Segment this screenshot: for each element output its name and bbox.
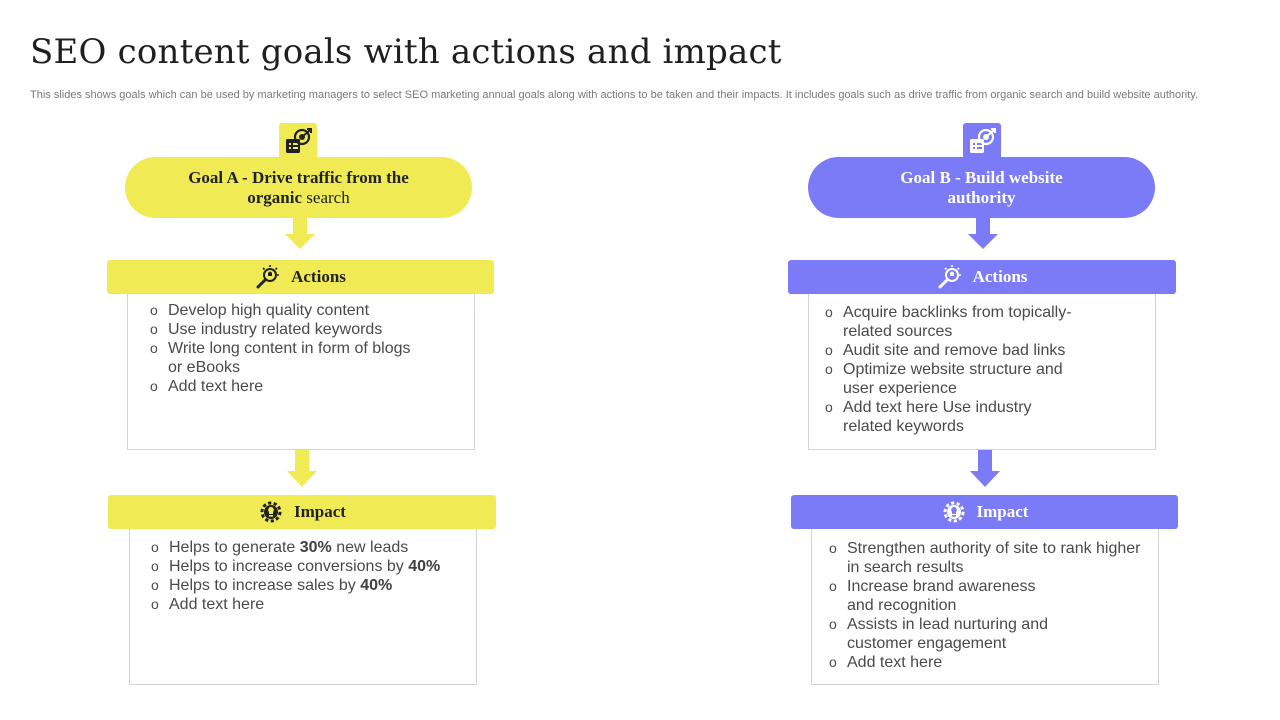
goal-b-down-arrow-1 (968, 218, 998, 249)
list-item: Add text here (829, 653, 1141, 672)
goal-a-pill: Goal A - Drive traffic from the organic … (125, 157, 472, 218)
goal-b-actions-box: Acquire backlinks from topically-related… (808, 294, 1156, 450)
goal-a-icon-badge (278, 122, 318, 162)
goal-b-actions-label: Actions (972, 267, 1028, 286)
list-item: Use industry related keywords (150, 320, 411, 339)
target-chart-icon (286, 128, 312, 153)
goal-b-pill: Goal B - Build website authority (808, 157, 1155, 218)
goal-a-impact-list: Helps to generate 30% new leads Helps to… (151, 538, 440, 614)
goal-a-actions-label: Actions (291, 267, 346, 286)
page-subtitle: This slides shows goals which can be use… (30, 89, 1199, 101)
list-item: Helps to generate 30% new leads (151, 538, 440, 557)
list-item: Develop high quality content (150, 301, 411, 320)
list-item: Strengthen authority of site to rank hig… (829, 539, 1141, 577)
idea-magnifier-icon (255, 264, 281, 290)
goal-b-impact-list: Strengthen authority of site to rank hig… (829, 539, 1141, 672)
goal-b-impact-bar: Impact (791, 495, 1178, 529)
list-item: Acquire backlinks from topically-related… (825, 303, 1072, 341)
goal-b-impact-box: Strengthen authority of site to rank hig… (811, 529, 1159, 685)
gear-bulb-icon (941, 499, 967, 525)
goal-b-down-arrow-2 (970, 450, 1000, 487)
list-item: Audit site and remove bad links (825, 341, 1072, 360)
idea-magnifier-icon (937, 264, 963, 290)
target-chart-icon (970, 128, 996, 153)
goal-a-impact-label: Impact (294, 502, 346, 521)
gear-bulb-icon (258, 499, 284, 525)
goal-a-down-arrow-2 (287, 450, 317, 487)
goal-a-impact-box: Helps to generate 30% new leads Helps to… (129, 529, 477, 685)
goal-a-title: Goal A - Drive traffic from the organic … (188, 167, 409, 207)
goal-a-down-arrow-1 (285, 218, 315, 249)
goal-a-actions-list: Develop high quality content Use industr… (150, 301, 411, 396)
list-item: Add text here (150, 377, 411, 396)
page-title: SEO content goals with actions and impac… (30, 32, 782, 72)
list-item: Helps to increase sales by 40% (151, 576, 440, 595)
goal-a-actions-bar: Actions (107, 260, 494, 294)
goal-b-icon-badge (962, 122, 1002, 162)
goal-b-impact-label: Impact (976, 502, 1029, 521)
list-item: Add text here (151, 595, 440, 614)
goal-a-actions-box: Develop high quality content Use industr… (127, 294, 475, 450)
goal-b-title: Goal B - Build website authority (900, 167, 1063, 207)
goal-b-actions-bar: Actions (788, 260, 1176, 294)
list-item: Helps to increase conversions by 40% (151, 557, 440, 576)
goal-a-impact-bar: Impact (108, 495, 496, 529)
goal-b-actions-list: Acquire backlinks from topically-related… (825, 303, 1072, 436)
